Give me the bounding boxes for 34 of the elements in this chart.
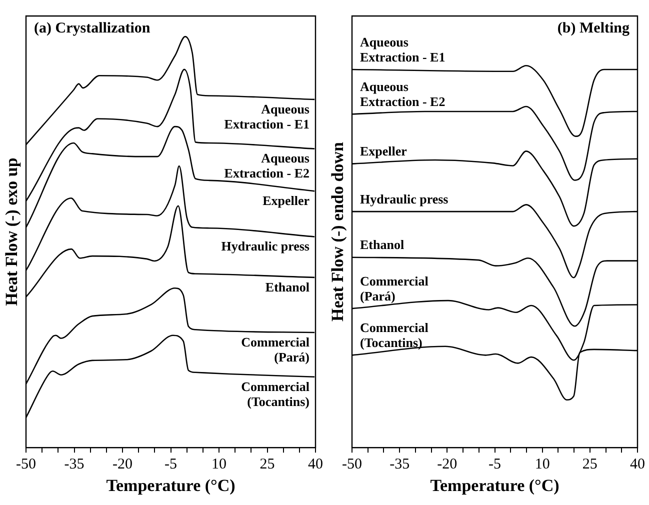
x-tick-label: 40 [308, 456, 323, 473]
series-label: Commercial (Tocantins) [241, 378, 310, 409]
x-tick-label: 40 [630, 456, 645, 473]
series-label: Commercial (Pará) [360, 273, 429, 304]
x-tick-label: -5 [164, 456, 177, 473]
series-label: Commercial (Pará) [241, 334, 310, 364]
series-label: Expeller [262, 192, 310, 208]
series-label: Expeller [360, 144, 408, 159]
series-label: Hydraulic press [360, 191, 448, 206]
y-axis-title: Heat Flow (-) endo down [328, 142, 347, 322]
x-tick-label: 25 [582, 456, 598, 473]
x-tick-label: -20 [112, 456, 132, 473]
y-axis-title: Heat Flow (-) exo up [2, 158, 21, 306]
series-label: Aqueous Extraction - E2 [224, 150, 310, 181]
x-tick-label: 25 [260, 456, 275, 473]
x-axis-title: Temperature (°C) [430, 476, 560, 496]
x-tick-label: -50 [342, 456, 362, 473]
series-label: Aqueous Extraction - E2 [360, 79, 446, 110]
x-tick-label: -50 [16, 456, 36, 473]
chart-title: (b) Melting [557, 20, 630, 36]
x-tick-label: -35 [390, 456, 410, 473]
x-tick-label: 10 [534, 456, 550, 473]
x-tick-label: 10 [212, 456, 226, 473]
x-tick-label: -5 [488, 456, 501, 473]
x-tick-label: -35 [64, 456, 84, 473]
x-axis-title: Temperature (°C) [106, 476, 236, 496]
series-label: Hydraulic press [221, 238, 310, 254]
chart-title: (a) Crystallization [34, 20, 151, 36]
series-label: Ethanol [360, 237, 404, 252]
series-label: Ethanol [265, 279, 310, 294]
series-label: Commercial (Tocantins) [360, 320, 429, 350]
x-tick-label: -20 [437, 456, 458, 473]
series-label: Aqueous Extraction - E1 [224, 101, 310, 132]
series-label: Aqueous Extraction - E1 [360, 34, 446, 64]
